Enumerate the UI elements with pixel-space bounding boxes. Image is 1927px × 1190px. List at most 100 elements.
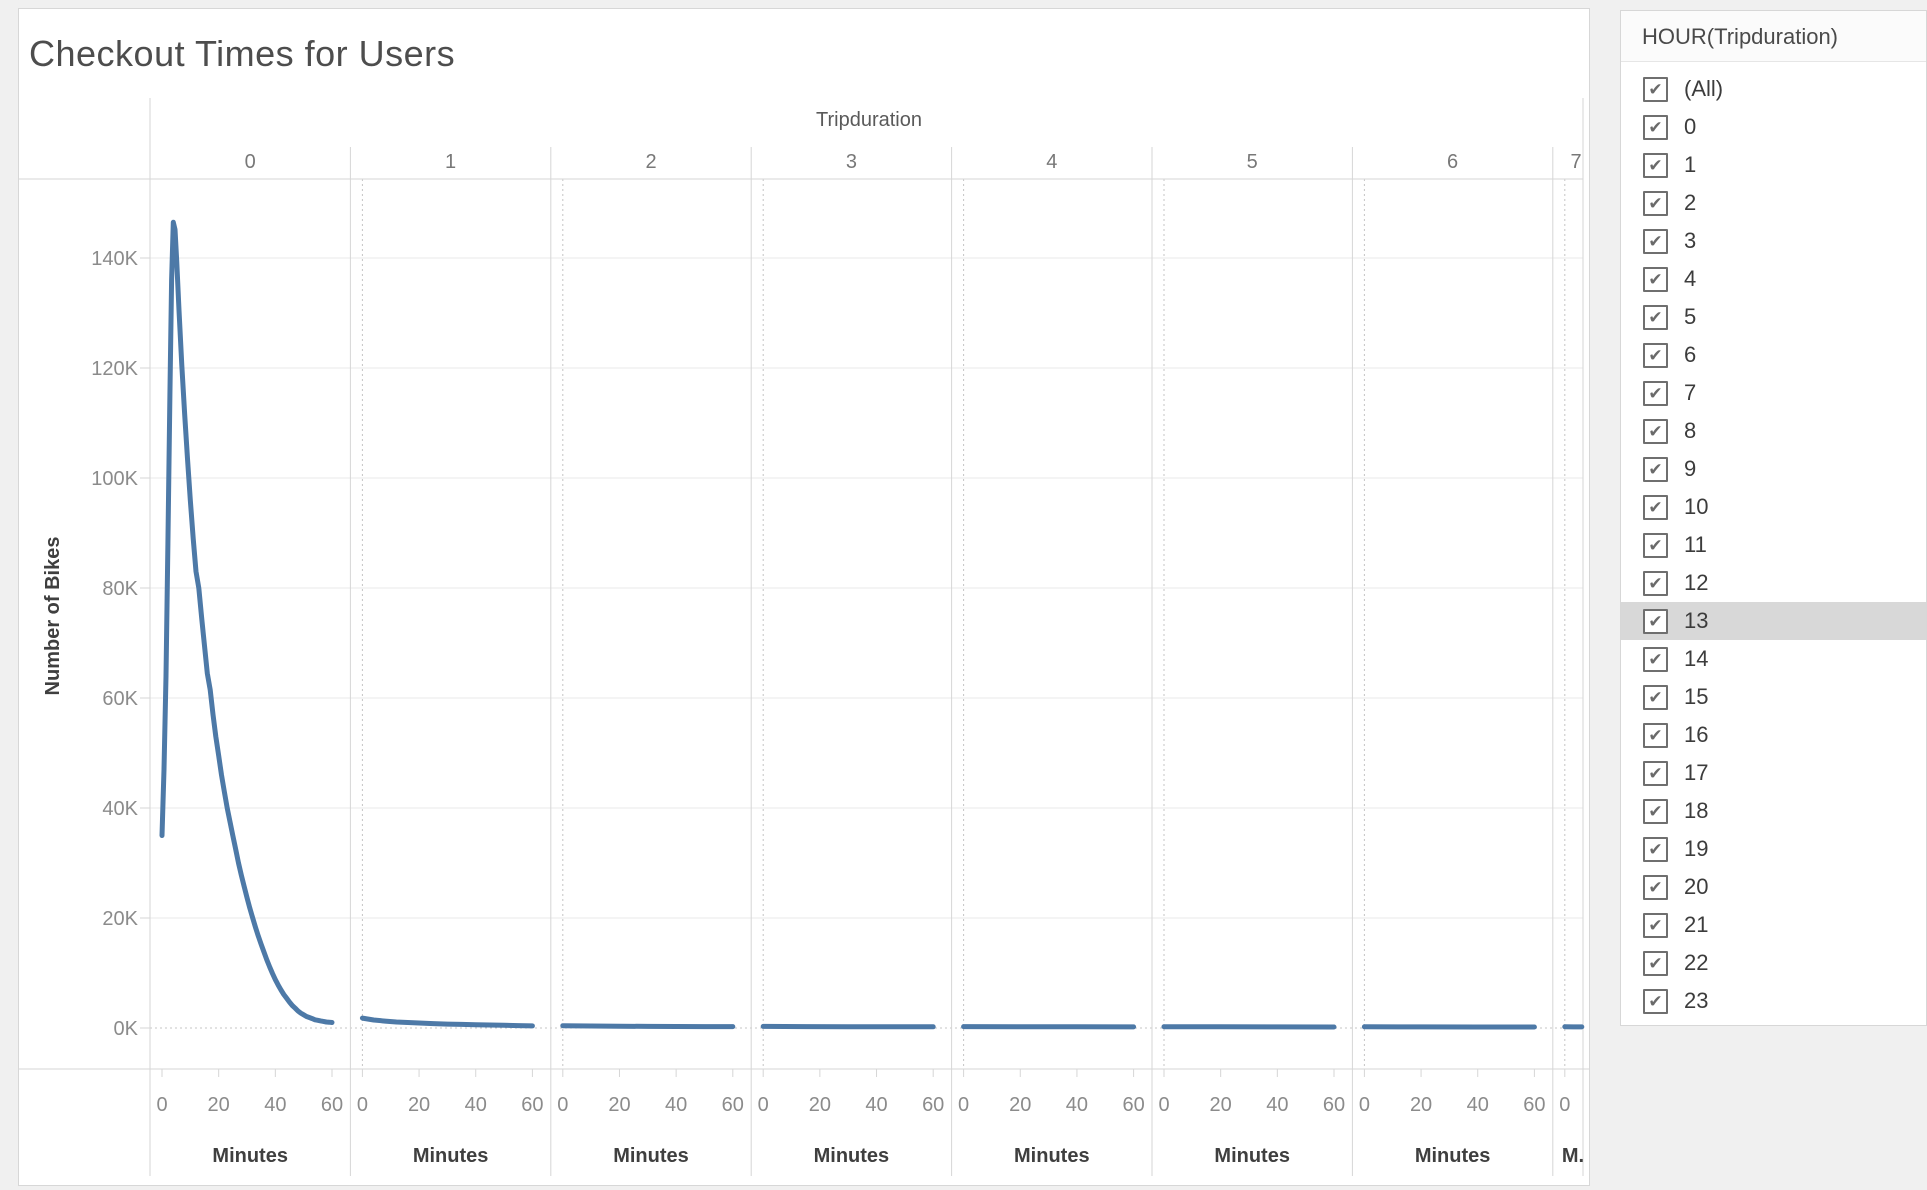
- checkmark-icon[interactable]: ✔: [1643, 532, 1668, 558]
- checkmark-icon[interactable]: ✔: [1643, 988, 1668, 1014]
- checkmark-icon[interactable]: ✔: [1643, 114, 1668, 140]
- filter-row-5[interactable]: ✔ 5: [1621, 298, 1926, 336]
- y-tick-label: 100K: [91, 468, 138, 490]
- filter-row-13[interactable]: ✔ 13: [1621, 602, 1926, 640]
- x-axis-title: Minutes: [1014, 1145, 1090, 1167]
- checkmark-icon[interactable]: ✔: [1643, 342, 1668, 368]
- trip-duration-series-hour-2: [560, 1023, 736, 1030]
- filter-row-6[interactable]: ✔ 6: [1621, 336, 1926, 374]
- x-axis-title: Minutes: [814, 1145, 890, 1167]
- filter-row-23[interactable]: ✔ 23: [1621, 982, 1926, 1020]
- checkmark-icon[interactable]: ✔: [1643, 798, 1668, 824]
- y-tick-label: 40K: [102, 798, 138, 820]
- filter-row-all[interactable]: ✔ (All): [1621, 70, 1926, 108]
- x-tick-label: 20: [608, 1094, 630, 1116]
- x-tick-label: 0: [1158, 1094, 1169, 1116]
- x-axis-title: Minutes: [1415, 1145, 1491, 1167]
- filter-row-21[interactable]: ✔ 21: [1621, 906, 1926, 944]
- filter-item-label: 19: [1684, 836, 1709, 861]
- filter-row-0[interactable]: ✔ 0: [1621, 108, 1926, 146]
- x-tick-label: 0: [557, 1094, 568, 1116]
- filter-row-4[interactable]: ✔ 4: [1621, 260, 1926, 298]
- checkmark-icon[interactable]: ✔: [1643, 190, 1668, 216]
- checkmark-icon[interactable]: ✔: [1643, 494, 1668, 520]
- checkmark-icon[interactable]: ✔: [1643, 950, 1668, 976]
- checkmark-icon[interactable]: ✔: [1643, 152, 1668, 178]
- chart-title: Checkout Times for Users: [29, 33, 456, 74]
- checkmark-icon[interactable]: ✔: [1643, 456, 1668, 482]
- filter-row-15[interactable]: ✔ 15: [1621, 678, 1926, 716]
- y-tick-label: 0K: [114, 1018, 139, 1040]
- filter-row-2[interactable]: ✔ 2: [1621, 184, 1926, 222]
- filter-item-label: 3: [1684, 228, 1697, 253]
- checkmark-icon[interactable]: ✔: [1643, 836, 1668, 862]
- filter-row-12[interactable]: ✔ 12: [1621, 564, 1926, 602]
- filter-item-label: 12: [1684, 570, 1709, 595]
- filter-item-label: 15: [1684, 684, 1709, 709]
- trip-duration-line-chart: 0K 20K 40K 60K 80K 100K 120K 140K 0 1 2 3 4 5 6 7 0 20 40 6…: [19, 98, 1589, 1176]
- checkmark-icon[interactable]: ✔: [1643, 722, 1668, 748]
- column-field-label: Tripduration: [816, 109, 922, 131]
- x-tick-label: 20: [1410, 1094, 1432, 1116]
- filter-item-label: 8: [1684, 418, 1697, 443]
- x-tick-label: 60: [521, 1094, 543, 1116]
- x-axis-title: Minutes: [413, 1145, 489, 1167]
- checkmark-icon[interactable]: ✔: [1643, 608, 1668, 634]
- x-tick-label: 40: [264, 1094, 286, 1116]
- x-tick-label: 0: [156, 1094, 167, 1116]
- filter-row-8[interactable]: ✔ 8: [1621, 412, 1926, 450]
- checkmark-icon[interactable]: ✔: [1643, 266, 1668, 292]
- x-tick-label: 20: [1009, 1094, 1031, 1116]
- filter-row-11[interactable]: ✔ 11: [1621, 526, 1926, 564]
- panel-header-label: 0: [245, 151, 256, 173]
- trip-duration-series-hour-0: [159, 219, 335, 1025]
- filter-row-7[interactable]: ✔ 7: [1621, 374, 1926, 412]
- x-tick-label: 40: [1066, 1094, 1088, 1116]
- checkmark-icon[interactable]: ✔: [1643, 380, 1668, 406]
- filter-row-19[interactable]: ✔ 19: [1621, 830, 1926, 868]
- filter-row-14[interactable]: ✔ 14: [1621, 640, 1926, 678]
- x-tick-label: 20: [208, 1094, 230, 1116]
- filter-item-label: 10: [1684, 494, 1709, 519]
- checkmark-icon[interactable]: ✔: [1643, 646, 1668, 672]
- checkmark-icon[interactable]: ✔: [1643, 228, 1668, 254]
- filter-row-10[interactable]: ✔ 10: [1621, 488, 1926, 526]
- checkmark-icon[interactable]: ✔: [1643, 874, 1668, 900]
- filter-row-22[interactable]: ✔ 22: [1621, 944, 1926, 982]
- filter-item-label: 13: [1684, 608, 1709, 633]
- x-tick-label: 60: [1323, 1094, 1345, 1116]
- checkmark-icon[interactable]: ✔: [1643, 684, 1668, 710]
- filter-row-17[interactable]: ✔ 17: [1621, 754, 1926, 792]
- filter-row-9[interactable]: ✔ 9: [1621, 450, 1926, 488]
- panel-header-label: 5: [1247, 151, 1258, 173]
- filter-row-1[interactable]: ✔ 1: [1621, 146, 1926, 184]
- checkmark-icon[interactable]: ✔: [1643, 418, 1668, 444]
- checkmark-icon[interactable]: ✔: [1643, 760, 1668, 786]
- filter-row-3[interactable]: ✔ 3: [1621, 222, 1926, 260]
- panel-header-label: 2: [645, 151, 656, 173]
- filter-item-label: 2: [1684, 190, 1697, 215]
- checkmark-icon[interactable]: ✔: [1643, 76, 1668, 102]
- filter-item-label: 9: [1684, 456, 1697, 481]
- checkmark-icon[interactable]: ✔: [1643, 912, 1668, 938]
- filter-item-label: 7: [1684, 380, 1697, 405]
- trip-duration-series-hour-1: [359, 1015, 535, 1029]
- x-tick-label: 60: [1122, 1094, 1144, 1116]
- filter-item-label: 4: [1684, 266, 1697, 291]
- chart-card: Checkout Times for Users Tripduration Nu…: [18, 8, 1590, 1186]
- x-axis-title: Minutes: [613, 1145, 689, 1167]
- filter-row-20[interactable]: ✔ 20: [1621, 868, 1926, 906]
- panel-header-label: 1: [445, 151, 456, 173]
- x-tick-label: 20: [1210, 1094, 1232, 1116]
- filter-item-label: 18: [1684, 798, 1709, 823]
- filter-row-18[interactable]: ✔ 18: [1621, 792, 1926, 830]
- filter-panel-title: HOUR(Tripduration): [1621, 11, 1926, 62]
- checkmark-icon[interactable]: ✔: [1643, 304, 1668, 330]
- checkmark-icon[interactable]: ✔: [1643, 570, 1668, 596]
- filter-item-label: 20: [1684, 874, 1709, 899]
- filter-item-label: 0: [1684, 114, 1697, 139]
- filter-row-16[interactable]: ✔ 16: [1621, 716, 1926, 754]
- y-tick-label: 120K: [91, 358, 138, 380]
- x-tick-label: 0: [357, 1094, 368, 1116]
- panel-header-label: 6: [1447, 151, 1458, 173]
